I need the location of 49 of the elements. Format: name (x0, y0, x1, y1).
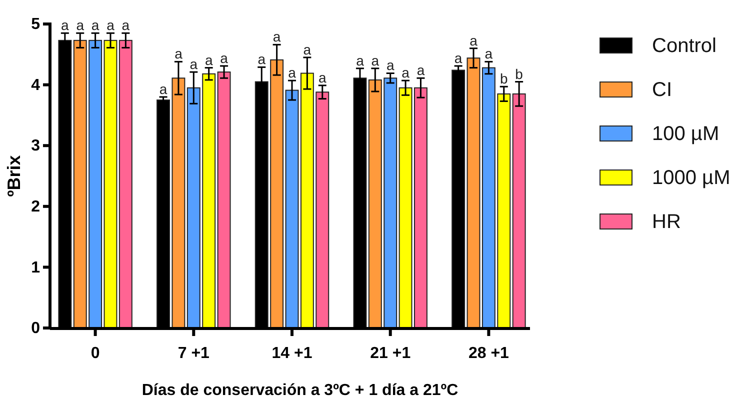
data-label: a (356, 52, 364, 68)
x-tick-label: 28 +1 (468, 345, 510, 362)
legend-label: HR (652, 211, 681, 233)
data-label: a (470, 32, 478, 48)
data-label: a (416, 62, 425, 78)
data-label: a (303, 41, 312, 58)
bar (466, 58, 480, 328)
data-label: a (454, 50, 462, 66)
y-tick-label: 5 (31, 16, 40, 34)
data-label: b (500, 70, 508, 87)
bar (217, 72, 231, 328)
x-tick-label: 7 +1 (178, 345, 210, 362)
y-tick-label: 0 (31, 320, 40, 338)
x-tick-label: 0 (90, 345, 100, 362)
bar (118, 40, 132, 328)
data-label: a (174, 46, 183, 62)
x-axis-title: Días de conservación a 3ºC + 1 día a 21ºC (142, 382, 459, 399)
bar (104, 40, 118, 328)
y-axis-title: ºBrix (4, 155, 24, 197)
data-label: a (220, 50, 228, 66)
data-label: a (371, 52, 380, 68)
y-tick-label: 1 (31, 259, 40, 276)
y-tick-label: 3 (31, 138, 40, 155)
y-tick-label: 2 (31, 198, 40, 216)
legend-label: Control (652, 35, 716, 57)
bar (512, 93, 526, 328)
data-label: a (61, 17, 70, 34)
data-label: a (484, 46, 493, 62)
data-label: a (91, 17, 100, 34)
data-label: a (386, 57, 394, 74)
data-label: a (204, 52, 213, 68)
x-tick-label: 21 +1 (370, 345, 411, 362)
data-label: a (258, 51, 266, 68)
legend-label: 100 µM (652, 123, 720, 145)
data-label: a (402, 64, 410, 81)
data-label: a (190, 56, 198, 72)
data-label: a (272, 28, 281, 45)
y-tick-label: 4 (31, 76, 40, 94)
legend-label: CI (652, 79, 672, 101)
data-label: a (76, 17, 84, 34)
x-tick-label: 14 +1 (272, 345, 312, 362)
data-label: a (159, 80, 168, 97)
data-label: a (122, 17, 130, 34)
data-label: a (106, 17, 115, 34)
data-label: a (318, 69, 326, 86)
data-label: a (288, 64, 296, 81)
bar (285, 90, 299, 328)
data-label: b (515, 66, 524, 82)
legend-label: 1000 µM (652, 167, 730, 189)
